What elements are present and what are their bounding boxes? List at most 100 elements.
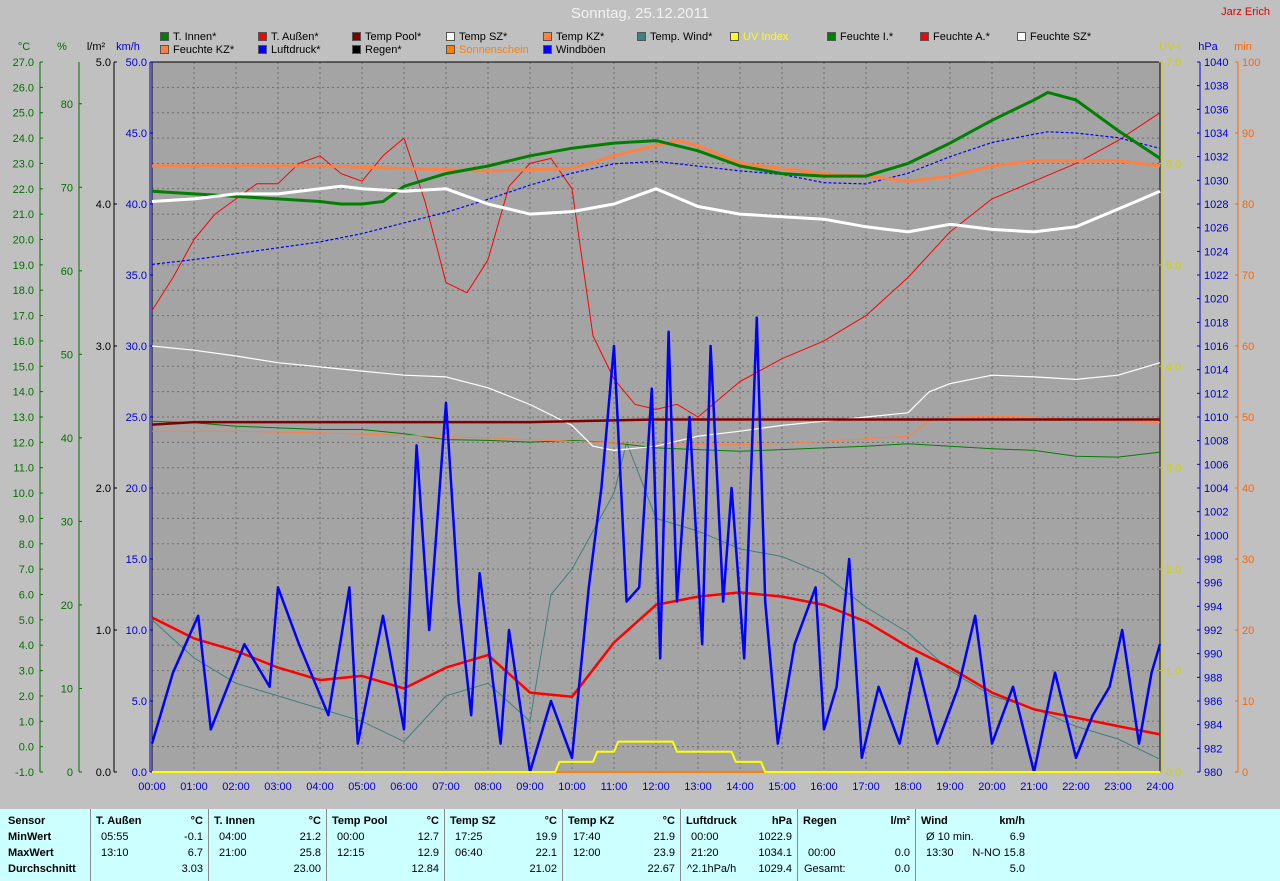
legend-label: UV Index xyxy=(743,31,789,43)
summary-sensor-name: Temp SZ xyxy=(450,815,496,827)
left-axis-tick-label: 40.0 xyxy=(126,199,147,211)
legend-label: T. Innen* xyxy=(173,31,217,43)
summary-unit: km/h xyxy=(999,815,1025,827)
left-axis-tick-label: 9.0 xyxy=(19,513,34,525)
summary-unit: °C xyxy=(190,815,203,827)
right-axis-tick-label: 1040 xyxy=(1204,57,1228,69)
summary-min-time: 00:00 xyxy=(337,831,365,843)
left-axis-tick-label: 80 xyxy=(61,99,73,111)
legend-item: Temp. Wind* xyxy=(637,31,712,43)
right-axis-tick-label: 1008 xyxy=(1204,436,1228,448)
x-axis-tick-label: 08:00 xyxy=(474,781,502,793)
summary-block: Temp SZ °C 17:25 19.9 06:40 22.1 21.02 xyxy=(444,809,563,881)
left-axis-tick-label: 20 xyxy=(61,600,73,612)
summary-label-min: MinWert xyxy=(8,831,52,843)
summary-avg-value: 1029.4 xyxy=(758,863,792,875)
summary-sensor-name: Luftdruck xyxy=(686,815,737,827)
legend-item: Temp KZ* xyxy=(543,31,604,43)
left-axis-tick-label: 5.0 xyxy=(96,57,111,69)
series-line-temp-sz xyxy=(151,184,1161,234)
left-axis-tick-label: 0.0 xyxy=(96,767,111,779)
series-line-temp-wind xyxy=(151,441,1161,760)
x-axis-tick-label: 11:00 xyxy=(601,781,628,793)
summary-max-value: 23.9 xyxy=(653,847,675,859)
summary-avg-value: 21.02 xyxy=(529,863,557,875)
left-axis-tick-label: 30.0 xyxy=(126,341,147,353)
right-axis-tick-label: 50 xyxy=(1242,412,1254,424)
legend-label: Luftdruck* xyxy=(271,44,321,56)
right-axis-tick-label: 1014 xyxy=(1204,365,1228,377)
x-axis-tick-label: 18:00 xyxy=(894,781,922,793)
left-axis-tick-label: 6.0 xyxy=(19,590,34,602)
legend-swatch xyxy=(920,32,929,41)
right-axis-tick-label: 5.0 xyxy=(1166,260,1181,272)
summary-min-value: 6.9 xyxy=(1009,831,1025,843)
summary-avg-value: 23.00 xyxy=(293,863,321,875)
right-axis-tick-label: 7.0 xyxy=(1166,57,1181,69)
x-axis-tick-label: 17:00 xyxy=(852,781,880,793)
summary-min-value: 1022.9 xyxy=(758,831,792,843)
summary-max-time: 13:30 xyxy=(926,847,954,859)
summary-avg-value: 3.03 xyxy=(181,863,203,875)
summary-min-value: 21.2 xyxy=(299,831,321,843)
left-axis-tick-label: 10.0 xyxy=(13,488,34,500)
x-axis-tick-label: 00:00 xyxy=(138,781,166,793)
right-axis-tick-label: 1020 xyxy=(1204,294,1228,306)
right-axis-tick-label: 4.0 xyxy=(1166,361,1181,373)
left-axis-tick-label: 4.0 xyxy=(19,640,34,652)
left-axis-tick-label: 15.0 xyxy=(13,361,34,373)
legend-label: Feuchte I.* xyxy=(840,31,894,43)
summary-block: T. Außen °C 05:55 -0.1 13:10 6.7 3.03 xyxy=(90,809,209,881)
series-line-temp-pool xyxy=(151,418,1160,426)
left-axis-tick-label: 27.0 xyxy=(13,57,34,69)
legend-item: Feuchte SZ* xyxy=(1017,31,1091,43)
summary-unit: °C xyxy=(662,815,675,827)
summary-avg-value: 12.84 xyxy=(411,863,439,875)
legend-swatch xyxy=(637,32,646,41)
legend-item: Feuchte KZ* xyxy=(160,44,234,56)
legend-label: Temp. Wind* xyxy=(650,31,713,43)
left-axis-tick-label: 14.0 xyxy=(13,387,34,399)
summary-min-time: 17:25 xyxy=(455,831,483,843)
summary-label-avg: Durchschnitt xyxy=(8,863,76,875)
x-axis-tick-label: 09:00 xyxy=(516,781,544,793)
summary-unit: °C xyxy=(544,815,557,827)
right-axis-tick-label: 0.0 xyxy=(1166,767,1181,779)
right-axis-tick-label: 60 xyxy=(1242,341,1254,353)
summary-avg-label: ^2.1hPa/h xyxy=(687,863,737,875)
summary-max-time: 12:15 xyxy=(337,847,365,859)
summary-sensor-name: T. Innen xyxy=(214,815,255,827)
legend-swatch xyxy=(730,32,739,41)
right-axis-tick-label: 1032 xyxy=(1204,152,1228,164)
x-axis-tick-label: 01:00 xyxy=(180,781,208,793)
left-axis-tick-label: 19.0 xyxy=(13,260,34,272)
x-axis-tick-label: 13:00 xyxy=(684,781,712,793)
summary-sensor-name: Wind xyxy=(921,815,948,827)
x-axis-tick-label: 20:00 xyxy=(978,781,1006,793)
summary-max-value: 1034.1 xyxy=(758,847,792,859)
right-axis-tick-label: 6.0 xyxy=(1166,158,1181,170)
x-axis-tick-label: 03:00 xyxy=(264,781,292,793)
left-axis-unit-1: % xyxy=(57,41,67,53)
right-axis-tick-label: 1036 xyxy=(1204,104,1228,116)
summary-label-sensor: Sensor xyxy=(8,815,46,827)
summary-max-time: 06:40 xyxy=(455,847,483,859)
summary-min-value: -0.1 xyxy=(184,831,203,843)
x-axis-tick-label: 23:00 xyxy=(1104,781,1132,793)
left-axis-tick-label: 20.0 xyxy=(126,483,147,495)
right-axis-tick-label: 992 xyxy=(1204,625,1222,637)
legend-item: Regen* xyxy=(352,44,402,56)
legend-label: Windböen xyxy=(556,44,606,56)
summary-max-value: 25.8 xyxy=(299,847,321,859)
summary-max-time: 12:00 xyxy=(573,847,601,859)
left-axis-tick-label: 20.0 xyxy=(13,235,34,247)
summary-avg-value: 0.0 xyxy=(894,863,910,875)
legend-label: Temp KZ* xyxy=(556,31,605,43)
summary-min-value: 19.9 xyxy=(535,831,557,843)
x-axis-tick-label: 24:00 xyxy=(1146,781,1174,793)
x-axis-tick-label: 21:00 xyxy=(1020,781,1048,793)
legend-swatch xyxy=(258,45,267,54)
left-axis-unit-0: °C xyxy=(18,41,30,53)
summary-max-value: 22.1 xyxy=(535,847,557,859)
right-axis-tick-label: 1038 xyxy=(1204,81,1228,93)
